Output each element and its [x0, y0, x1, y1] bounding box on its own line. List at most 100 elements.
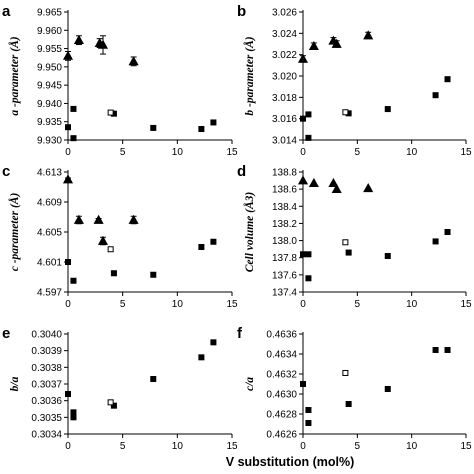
y-tick-label: 3.026	[272, 8, 297, 19]
data-point-square-filled	[210, 339, 217, 346]
y-tick-label: 9.935	[37, 117, 62, 128]
y-axis-label: b -parameter (Å)	[243, 36, 256, 115]
y-tick-label: 3.016	[272, 114, 297, 125]
y-tick-label: 0.3038	[31, 363, 62, 374]
x-tick-label: 0	[65, 147, 71, 158]
data-point-square-open	[342, 239, 349, 246]
data-point-triangle	[363, 30, 374, 40]
y-tick-label: 4.609	[37, 198, 62, 209]
panel-f: f 0.4626 0.4628 0.4630 0.4632 0.4634 0.4636 0 5 1…	[237, 325, 472, 452]
data-point-triangle	[363, 183, 374, 193]
x-tick-label: 10	[406, 299, 418, 310]
y-tick-label: 138.2	[272, 219, 297, 230]
panel-label-d: d	[237, 163, 246, 180]
data-point-square-filled	[345, 249, 352, 256]
y-tick-label: 4.605	[37, 228, 62, 239]
x-tick-label: 0	[65, 441, 71, 452]
data-point-square-filled	[70, 277, 77, 284]
data-point-square-filled	[110, 402, 117, 409]
x-tick-label: 10	[172, 147, 184, 158]
y-tick-label: 4.613	[37, 168, 62, 179]
data-point-triangle	[128, 56, 139, 66]
data-point-triangle	[331, 183, 342, 194]
data-point-square-filled	[305, 111, 312, 118]
y-tick-label: 0.3034	[31, 430, 62, 441]
y-tick-label: 9.955	[37, 44, 62, 55]
y-tick-label: 0.3037	[31, 380, 62, 391]
data-point-square-filled	[432, 238, 439, 245]
data-point-square-filled	[300, 381, 306, 387]
data-point-triangle	[73, 34, 84, 45]
data-point-triangle	[97, 39, 109, 49]
data-point-square-filled	[150, 271, 157, 278]
y-tick-label: 9.950	[37, 62, 62, 73]
data-point-square-filled	[300, 251, 306, 258]
y-tick-label: 9.945	[37, 81, 62, 92]
x-tick-label: 15	[460, 299, 472, 310]
panels-group: a 9.930 9.935 9.940 9.945 9.950 9.955 9.960 9.96…	[2, 3, 472, 452]
y-tick-label: 138.0	[272, 236, 297, 247]
data-point-square-filled	[70, 409, 77, 416]
y-tick-label: 4.601	[37, 258, 62, 269]
y-tick-label: 138.4	[272, 202, 297, 213]
data-point-triangle	[62, 174, 74, 184]
data-point-triangle	[97, 235, 109, 245]
data-point-square-filled	[198, 354, 205, 361]
panel-a: a 9.930 9.935 9.940 9.945 9.950 9.955 9.960 9.96…	[2, 3, 238, 158]
data-point-triangle	[297, 53, 309, 63]
x-tick-label: 15	[460, 147, 472, 158]
data-point-square-filled	[198, 126, 205, 133]
data-point-square-filled	[70, 105, 77, 112]
data-point-triangle	[62, 50, 74, 60]
data-point-square-open	[107, 399, 114, 406]
data-point-square-filled	[305, 275, 312, 282]
x-tick-label: 15	[460, 441, 472, 452]
data-point-square-filled	[432, 92, 439, 99]
y-tick-label: 0.4628	[266, 410, 297, 421]
panel-label-a: a	[2, 3, 11, 20]
data-point-square-filled	[150, 376, 157, 382]
x-tick-label: 5	[120, 147, 126, 158]
x-tick-label: 10	[172, 299, 184, 310]
panel-b: b 3.014 3.016 3.018 3.020 3.022 3.024 3.026 0 5 10…	[237, 3, 472, 158]
y-tick-label: 0.4630	[266, 390, 297, 401]
data-point-square-filled	[70, 414, 77, 421]
y-axis-label: c/a	[244, 377, 256, 391]
y-tick-label: 0.3039	[31, 346, 62, 357]
data-point-square-open	[107, 246, 114, 253]
y-tick-label: 0.4634	[266, 350, 297, 361]
y-tick-label: 0.3035	[31, 413, 62, 424]
y-tick-label: 3.024	[272, 29, 297, 40]
x-tick-label: 0	[65, 299, 71, 310]
x-tick-label: 5	[355, 147, 361, 158]
x-tick-label: 15	[226, 299, 238, 310]
data-point-square-filled	[210, 238, 217, 245]
panel-c: c 4.597 4.601 4.605 4.609 4.613 0 5 10 15 c -param…	[2, 163, 238, 310]
y-tick-label: 3.022	[272, 50, 297, 61]
data-point-square-filled	[65, 391, 71, 397]
y-tick-label: 0.3036	[31, 396, 62, 407]
data-point-triangle	[73, 214, 84, 224]
x-tick-label: 0	[300, 441, 306, 452]
x-tick-label: 5	[120, 299, 126, 310]
data-point-triangle	[297, 175, 309, 185]
data-point-square-open	[342, 370, 349, 376]
data-point-triangle	[93, 214, 104, 224]
data-point-triangle	[328, 177, 339, 188]
y-axis-label: a -parameter (Å)	[8, 36, 21, 115]
panel-label-e: e	[2, 325, 10, 342]
data-point-triangle	[308, 40, 319, 50]
data-point-square-filled	[444, 347, 451, 353]
x-tick-label: 0	[300, 147, 306, 158]
data-point-square-filled	[70, 135, 77, 142]
y-tick-label: 138.8	[272, 168, 297, 179]
x-tick-label: 5	[355, 441, 361, 452]
data-point-square-filled	[345, 401, 352, 407]
data-point-triangle	[331, 38, 342, 48]
y-axis-label: c -parameter (Å)	[8, 193, 21, 272]
y-tick-label: 0.4636	[266, 330, 297, 341]
data-point-square-filled	[305, 420, 312, 426]
data-point-square-filled	[444, 229, 451, 235]
panel-label-f: f	[237, 325, 243, 342]
